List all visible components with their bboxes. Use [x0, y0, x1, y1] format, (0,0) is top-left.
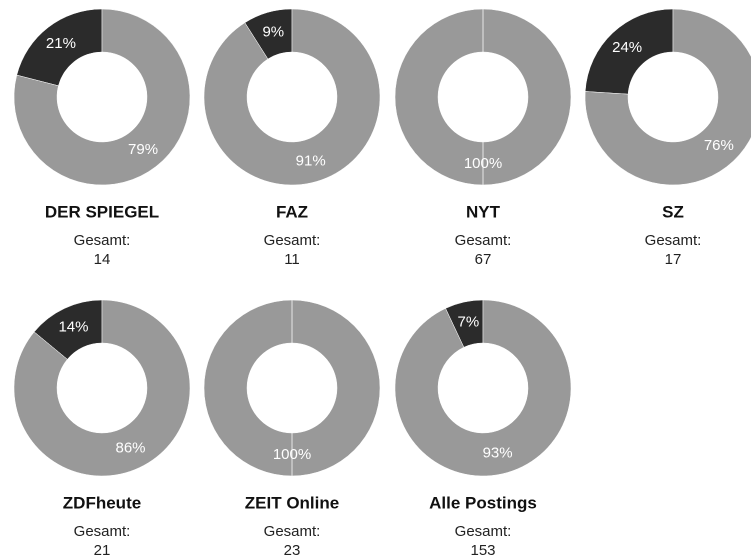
total-label: Gesamt: — [455, 232, 512, 249]
segment-label: 86% — [116, 440, 146, 457]
segment-label: 9% — [262, 24, 284, 41]
total-value: 14 — [94, 251, 111, 268]
donut-segment — [13, 8, 191, 186]
segment-label: 91% — [296, 152, 326, 169]
total-value: 153 — [470, 542, 495, 559]
segment-label: 76% — [704, 137, 734, 154]
segment-label: 24% — [612, 39, 642, 56]
total-value: 17 — [665, 251, 682, 268]
total-label: Gesamt: — [74, 523, 131, 540]
total-label: Gesamt: — [264, 523, 321, 540]
donut-segment — [13, 299, 191, 477]
chart-title: DER SPIEGEL — [45, 202, 159, 221]
donut-segment — [394, 299, 572, 477]
donut-segment — [394, 8, 572, 186]
chart-title: ZDFheute — [63, 493, 141, 512]
segment-label: 21% — [46, 35, 76, 52]
chart-title: FAZ — [276, 202, 308, 221]
donut-segment — [203, 299, 381, 477]
segment-label: 7% — [458, 314, 480, 331]
chart-title: SZ — [662, 202, 684, 221]
total-label: Gesamt: — [74, 232, 131, 249]
total-value: 11 — [284, 251, 300, 268]
total-value: 21 — [94, 542, 111, 559]
chart-title: Alle Postings — [429, 493, 537, 512]
donut-segment — [584, 8, 751, 186]
total-label: Gesamt: — [455, 523, 512, 540]
chart-title: ZEIT Online — [245, 493, 339, 512]
segment-label: 93% — [483, 444, 513, 461]
segment-label: 100% — [464, 155, 502, 172]
total-value: 23 — [284, 542, 301, 559]
chart-title: NYT — [466, 202, 501, 221]
segment-label: 14% — [58, 318, 88, 335]
donut-segment — [203, 8, 381, 186]
total-label: Gesamt: — [645, 232, 702, 249]
total-label: Gesamt: — [264, 232, 321, 249]
segment-label: 79% — [128, 141, 158, 158]
segment-label: 100% — [273, 446, 311, 463]
total-value: 67 — [475, 251, 492, 268]
